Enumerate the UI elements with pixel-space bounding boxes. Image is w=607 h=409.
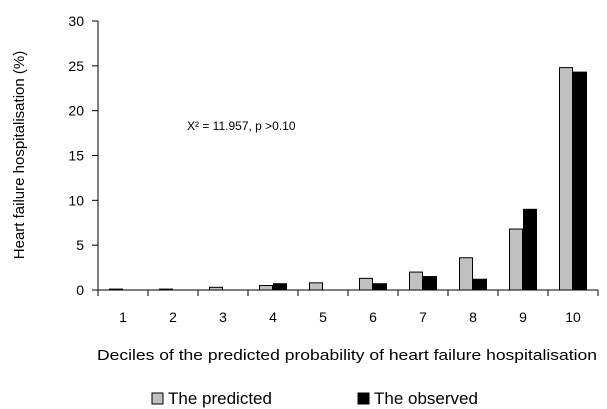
bar-observed-4	[273, 283, 287, 291]
bar-predicted-8	[459, 257, 473, 291]
legend: The predicted The observed	[151, 389, 478, 408]
y-tick-label: 0	[76, 282, 84, 298]
y-tick-label: 25	[68, 58, 84, 74]
x-tick-label: 3	[219, 309, 227, 325]
bar-predicted-9	[509, 228, 523, 291]
chi-square-annotation: X² = 11.957, p >0.10	[187, 119, 296, 133]
x-tick-label: 1	[119, 309, 127, 325]
bar-predicted-10	[559, 67, 573, 291]
y-axis-title-group: Heart failure hospitalisation (%)	[11, 51, 28, 259]
x-tick-label: 8	[469, 309, 477, 325]
legend-swatch-observed	[357, 392, 370, 405]
bar-observed-10	[573, 71, 587, 291]
y-tick-label: 30	[68, 13, 84, 29]
x-tick-label: 10	[565, 309, 581, 325]
legend-label-predicted: The predicted	[168, 389, 272, 408]
bar-predicted-1	[109, 288, 123, 291]
y-tick-label: 15	[68, 148, 84, 164]
bar-predicted-7	[409, 271, 423, 291]
legend-label-observed: The observed	[374, 389, 478, 408]
y-ticks: 0 5 10 15 20 25 30	[68, 13, 98, 298]
x-tick-label: 5	[319, 309, 327, 325]
x-tick-label: 6	[369, 309, 377, 325]
bar-observed-7	[423, 276, 437, 291]
x-tick-label: 7	[419, 309, 427, 325]
bars	[109, 67, 587, 291]
y-axis-title: Heart failure hospitalisation (%)	[11, 51, 28, 259]
x-tick-label: 9	[519, 309, 527, 325]
bar-observed-9	[523, 208, 537, 291]
legend-swatch-predicted	[151, 392, 164, 405]
x-tick-label: 4	[269, 309, 277, 325]
x-tick-label: 2	[169, 309, 177, 325]
y-tick-label: 5	[76, 237, 84, 253]
y-tick-label: 20	[68, 103, 84, 119]
bar-observed-8	[473, 278, 487, 291]
x-axis-title: Deciles of the predicted probability of …	[97, 347, 597, 364]
bar-predicted-5	[309, 282, 323, 291]
bar-predicted-2	[159, 288, 173, 291]
bar-predicted-6	[359, 277, 373, 291]
y-tick-label: 10	[68, 192, 84, 208]
bar-predicted-4	[259, 285, 273, 291]
bar-predicted-3	[209, 286, 223, 291]
bar-observed-6	[373, 283, 387, 291]
x-ticks: 1 2 3 4 5 6 7 8 9 10	[97, 290, 599, 325]
